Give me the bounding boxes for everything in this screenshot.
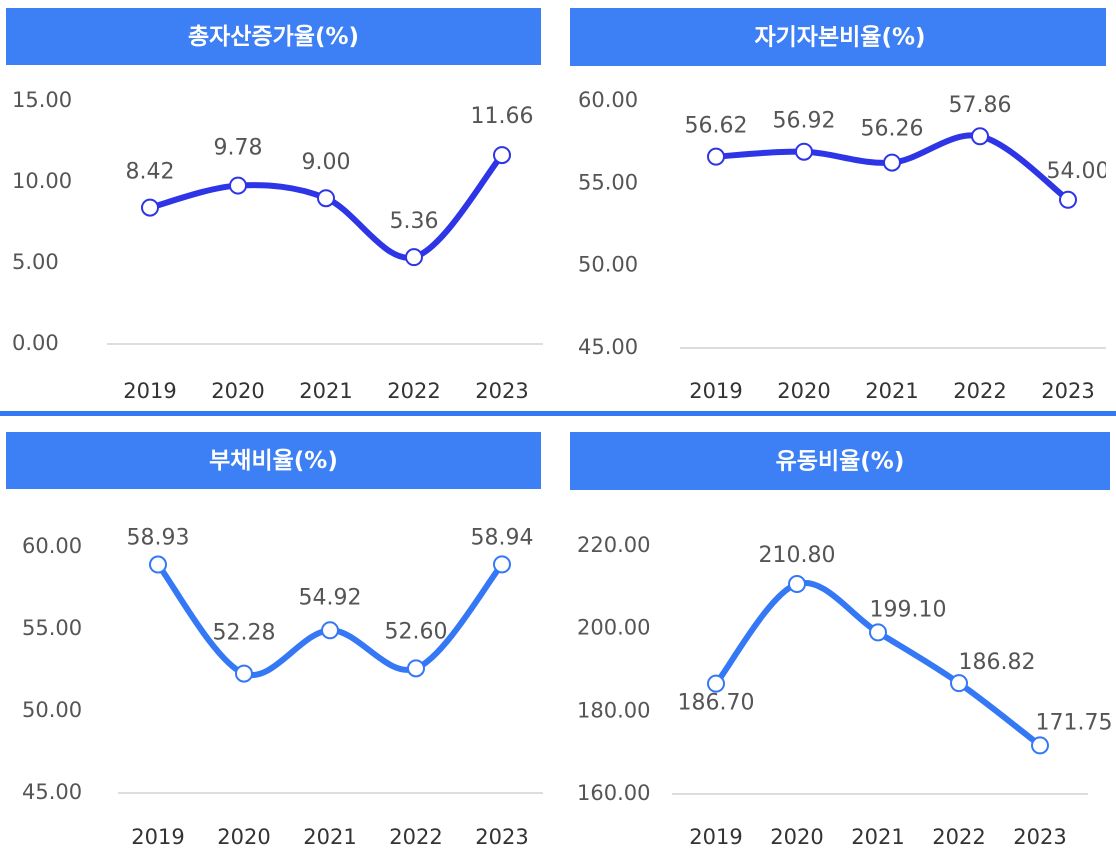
x-tick-label: 2020 [770,825,823,849]
x-tick-label: 2023 [475,379,528,403]
point [869,623,887,642]
y-tick-label: 0.00 [12,331,59,355]
data-label: 52.28 [213,621,276,646]
x-tick-label: 2022 [932,825,985,849]
data-label: 210.80 [759,543,836,568]
point [707,674,725,693]
x-tick-label: 2022 [387,379,440,403]
data-label: 58.93 [127,526,190,551]
point [317,189,335,208]
chart-title: 총자산증가율(%) [188,24,359,50]
chart-panel: 유동비율(%) 160.00 180.00 200.00 220.00 2019 186.7… [570,432,1112,849]
point [950,674,968,693]
point [788,575,806,594]
chart-header [570,432,1110,490]
y-tick-label: 180.00 [577,698,650,722]
chart-header [570,8,1106,66]
point [149,555,167,574]
line [155,561,505,679]
chart-panel: 총자산증가율(%) 0.00 5.00 10.00 15.00 2019 8.42 2020 9… [6,8,543,403]
point [707,147,725,166]
data-label: 11.66 [471,104,534,129]
chart-title: 부채비율(%) [209,448,338,474]
chart-title: 유동비율(%) [776,449,905,475]
x-tick-label: 2019 [131,825,184,849]
data-label: 186.70 [678,691,755,716]
point [1059,190,1077,209]
y-tick-label: 220.00 [577,533,650,557]
y-tick-label: 200.00 [577,616,650,640]
data-label: 9.78 [214,136,263,161]
divider [0,411,1116,416]
data-label: 56.26 [861,117,924,142]
data-label: 5.36 [390,209,439,234]
x-tick-label: 2021 [299,379,352,403]
x-tick-label: 2019 [689,825,742,849]
data-label: 9.00 [302,150,351,175]
point [493,555,511,574]
chart-panel: 자기자본비율(%) 45.00 50.00 55.00 60.00 2019 56.62 20… [570,8,1110,403]
x-tick-label: 2021 [865,379,918,403]
data-label: 56.92 [773,109,836,134]
y-tick-label: 60.00 [22,534,82,558]
x-tick-label: 2021 [303,825,356,849]
x-tick-label: 2022 [953,379,1006,403]
x-tick-label: 2019 [689,379,742,403]
y-tick-label: 15.00 [12,88,72,112]
chart-panel: 부채비율(%) 45.00 50.00 55.00 60.00 2019 58.93 2020… [6,432,543,849]
y-tick-label: 55.00 [22,616,82,640]
y-tick-label: 55.00 [578,170,638,194]
y-tick-label: 45.00 [22,780,82,804]
chart-header [6,432,541,489]
y-tick-label: 45.00 [578,335,638,359]
data-label: 54.92 [299,585,362,610]
point [405,248,423,267]
point [229,176,247,195]
y-tick-label: 5.00 [12,250,59,274]
point [795,142,813,161]
x-tick-label: 2022 [389,825,442,849]
point [493,146,511,165]
data-label: 199.10 [870,597,947,622]
point [971,127,989,146]
chart-title: 자기자본비율(%) [754,25,925,51]
data-label: 56.62 [685,114,748,139]
data-label: 52.60 [385,619,448,644]
x-tick-label: 2020 [777,379,830,403]
point [407,659,425,678]
x-tick-label: 2020 [211,379,264,403]
y-tick-label: 160.00 [577,781,650,805]
x-tick-label: 2019 [123,379,176,403]
x-tick-label: 2023 [475,825,528,849]
point [235,664,253,683]
data-label: 171.75 [1036,710,1113,735]
chart-header [6,8,541,65]
point [1031,736,1049,755]
y-tick-label: 50.00 [578,253,638,277]
data-label: 186.82 [959,650,1036,675]
x-tick-label: 2023 [1041,379,1094,403]
y-tick-label: 10.00 [12,169,72,193]
x-tick-label: 2020 [217,825,270,849]
data-label: 57.86 [949,93,1012,118]
data-label: 8.42 [126,160,175,185]
point [321,621,339,640]
y-tick-label: 50.00 [22,698,82,722]
data-label: 54.00 [1047,159,1110,184]
data-label: 58.94 [471,525,534,550]
point [883,153,901,172]
point [141,198,159,217]
y-tick-label: 60.00 [578,88,638,112]
x-tick-label: 2023 [1013,825,1066,849]
x-tick-label: 2021 [851,825,904,849]
